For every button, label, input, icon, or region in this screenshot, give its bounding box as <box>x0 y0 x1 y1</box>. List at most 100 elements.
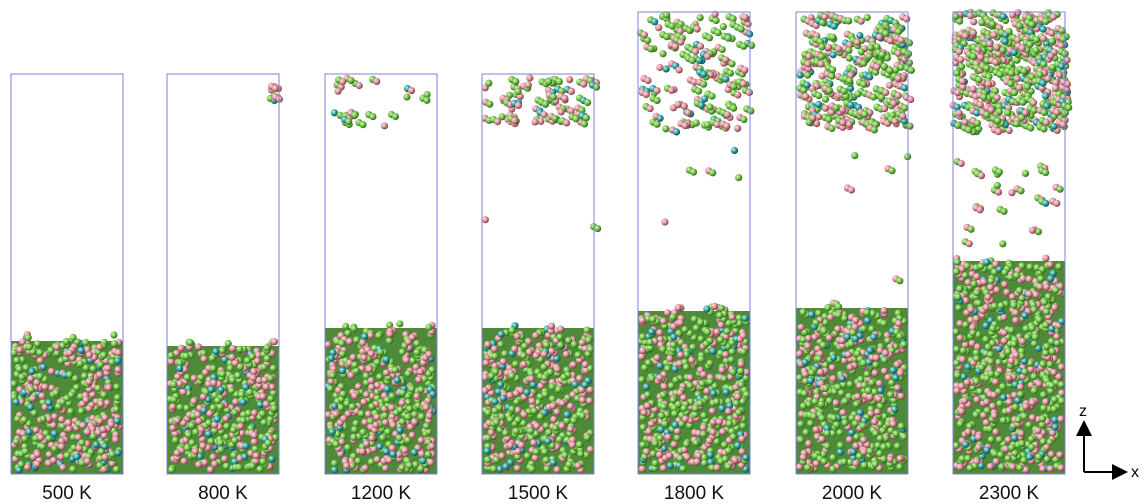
particle <box>1047 465 1054 472</box>
particle <box>240 398 247 405</box>
particle <box>674 434 681 441</box>
particle <box>556 333 563 340</box>
particle <box>687 374 694 381</box>
particle <box>871 418 878 425</box>
particle <box>232 398 239 405</box>
particle <box>640 409 647 416</box>
particle <box>953 442 960 449</box>
particle <box>494 118 501 125</box>
particle <box>1039 465 1046 472</box>
particle <box>368 377 375 384</box>
particle <box>556 436 563 443</box>
particle <box>742 14 749 21</box>
particle <box>214 416 221 423</box>
particle <box>208 438 215 445</box>
particle <box>728 60 735 67</box>
particle <box>571 341 578 348</box>
particle <box>822 105 829 112</box>
particle <box>532 332 539 339</box>
particle <box>250 368 257 375</box>
particle <box>423 404 430 411</box>
particle <box>1058 363 1065 370</box>
particle <box>18 461 25 468</box>
particle <box>1012 309 1019 316</box>
particle <box>181 458 188 465</box>
particle <box>79 422 86 429</box>
particle <box>384 385 391 392</box>
particle <box>829 466 836 473</box>
particle <box>1016 287 1023 294</box>
particle <box>532 454 539 461</box>
particle <box>965 126 972 133</box>
particle <box>222 415 229 422</box>
particle <box>492 353 499 360</box>
particle <box>236 346 243 353</box>
particle <box>1022 403 1029 410</box>
particle <box>373 78 380 85</box>
particle <box>414 340 421 347</box>
particle <box>1006 407 1013 414</box>
particle <box>331 460 338 467</box>
particle <box>552 115 559 122</box>
particle <box>28 368 35 375</box>
particle <box>587 346 594 353</box>
particle <box>104 400 111 407</box>
particle <box>174 450 181 457</box>
particle <box>372 421 379 428</box>
temperature-label: 800 K <box>198 483 248 504</box>
particle <box>425 451 432 458</box>
particle <box>259 410 266 417</box>
particle <box>698 102 705 109</box>
particle <box>511 345 518 352</box>
particle <box>210 454 217 461</box>
particle <box>998 463 1005 470</box>
particle <box>973 273 980 280</box>
particle <box>812 319 819 326</box>
particle <box>967 12 974 19</box>
particle <box>896 277 903 284</box>
particle <box>995 345 1002 352</box>
particle <box>845 17 852 24</box>
particle <box>363 391 370 398</box>
particle <box>982 336 989 343</box>
particle <box>1017 391 1024 398</box>
particle <box>860 436 867 443</box>
particle <box>484 434 491 441</box>
particle <box>815 92 822 99</box>
particle <box>105 384 112 391</box>
particle <box>390 451 397 458</box>
particle <box>639 347 646 354</box>
particle <box>954 372 961 379</box>
particle <box>1048 325 1055 332</box>
particle <box>579 339 586 346</box>
particle <box>188 422 195 429</box>
particle <box>566 461 573 468</box>
particle <box>953 360 960 367</box>
particle <box>880 443 887 450</box>
particle <box>815 310 822 317</box>
particle <box>543 457 550 464</box>
particle <box>497 381 504 388</box>
particle <box>822 385 829 392</box>
particle <box>231 437 238 444</box>
particle <box>819 436 826 443</box>
particle <box>484 456 491 463</box>
particle <box>174 417 181 424</box>
particle <box>65 419 72 426</box>
particle <box>656 374 663 381</box>
particle <box>237 363 244 370</box>
particle <box>360 429 367 436</box>
particle <box>42 383 49 390</box>
particle <box>875 395 882 402</box>
particle <box>101 443 108 450</box>
particle <box>645 359 652 366</box>
particle <box>183 353 190 360</box>
particle <box>374 359 381 366</box>
particle <box>500 395 507 402</box>
particle <box>90 433 97 440</box>
particle <box>399 389 406 396</box>
particle <box>507 392 514 399</box>
particle <box>558 108 565 115</box>
particle <box>374 456 381 463</box>
particle <box>1029 325 1036 332</box>
